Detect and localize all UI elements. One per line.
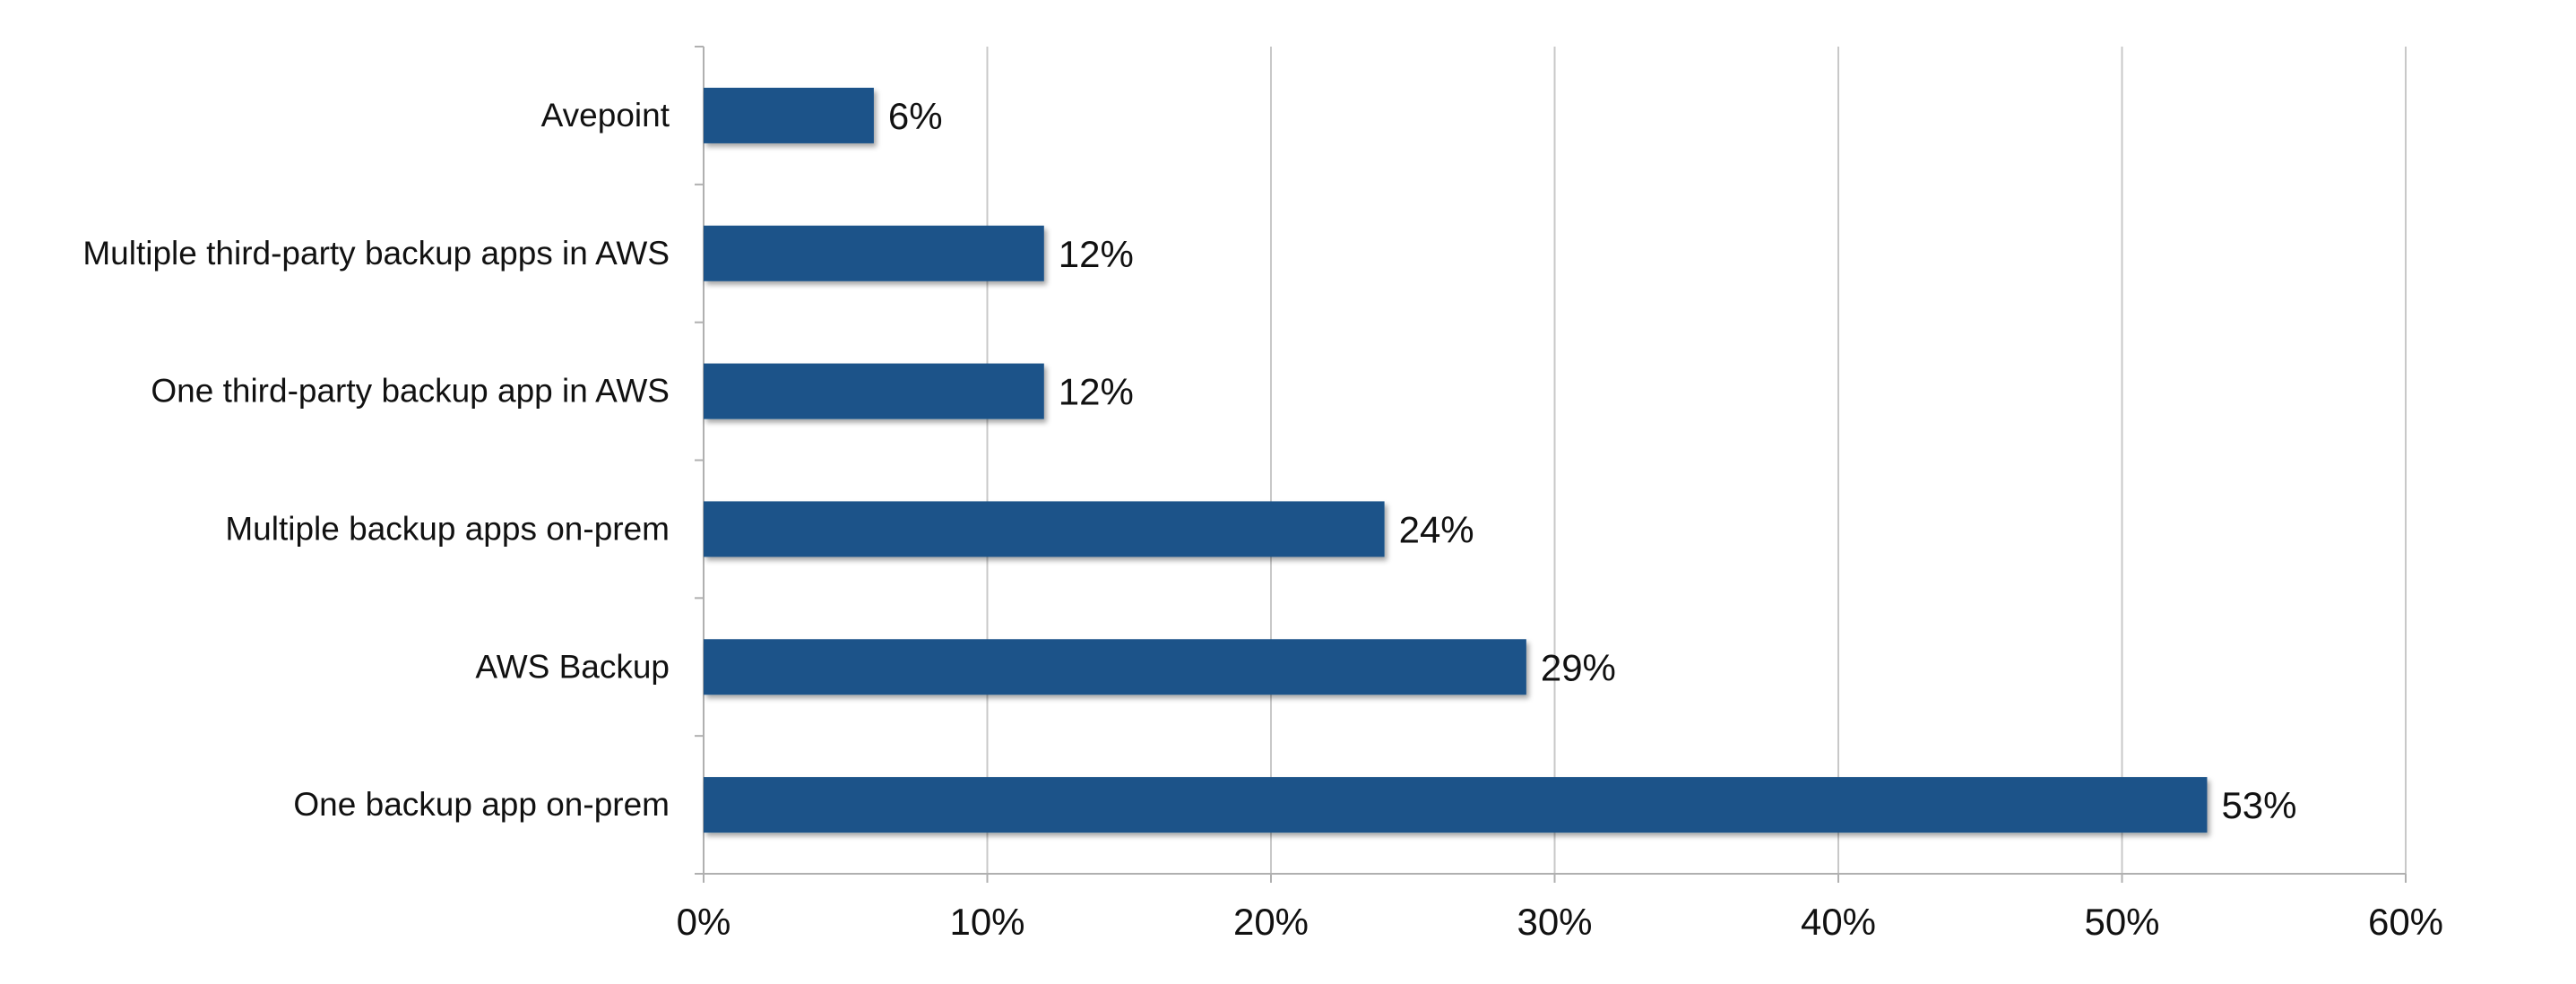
x-tick-label: 50%: [2084, 901, 2159, 943]
bar: [704, 225, 1044, 281]
data-label: 12%: [1059, 233, 1134, 275]
bar: [704, 639, 1526, 695]
bar: [704, 777, 2208, 833]
category-label: Multiple third-party backup apps in AWS: [82, 235, 670, 272]
data-label: 53%: [2221, 784, 2296, 826]
x-tick-label: 30%: [1517, 901, 1592, 943]
category-label: Multiple backup apps on-prem: [225, 510, 670, 547]
axes: [695, 46, 2407, 883]
gridlines: [986, 47, 2407, 874]
labels: 0% 10% 20% 30% 40% 50% 60% Avepoint 6% Multiple t…: [82, 95, 2443, 943]
x-tick-label: 0%: [677, 901, 731, 943]
bars: [704, 87, 2208, 833]
bar: [704, 363, 1044, 419]
data-label: 6%: [888, 95, 943, 137]
data-label: 12%: [1059, 371, 1134, 413]
x-tick-label: 60%: [2368, 901, 2443, 943]
category-label: One third-party backup app in AWS: [151, 373, 670, 410]
category-label: AWS Backup: [475, 648, 670, 685]
bar: [704, 501, 1385, 557]
x-tick-label: 10%: [949, 901, 1024, 943]
category-label: Avepoint: [541, 97, 670, 134]
data-label: 29%: [1541, 646, 1616, 688]
x-tick-label: 20%: [1233, 901, 1309, 943]
data-label: 24%: [1399, 508, 1474, 550]
bar: [704, 87, 874, 143]
x-tick-label: 40%: [1801, 901, 1876, 943]
category-label: One backup app on-prem: [293, 786, 670, 823]
